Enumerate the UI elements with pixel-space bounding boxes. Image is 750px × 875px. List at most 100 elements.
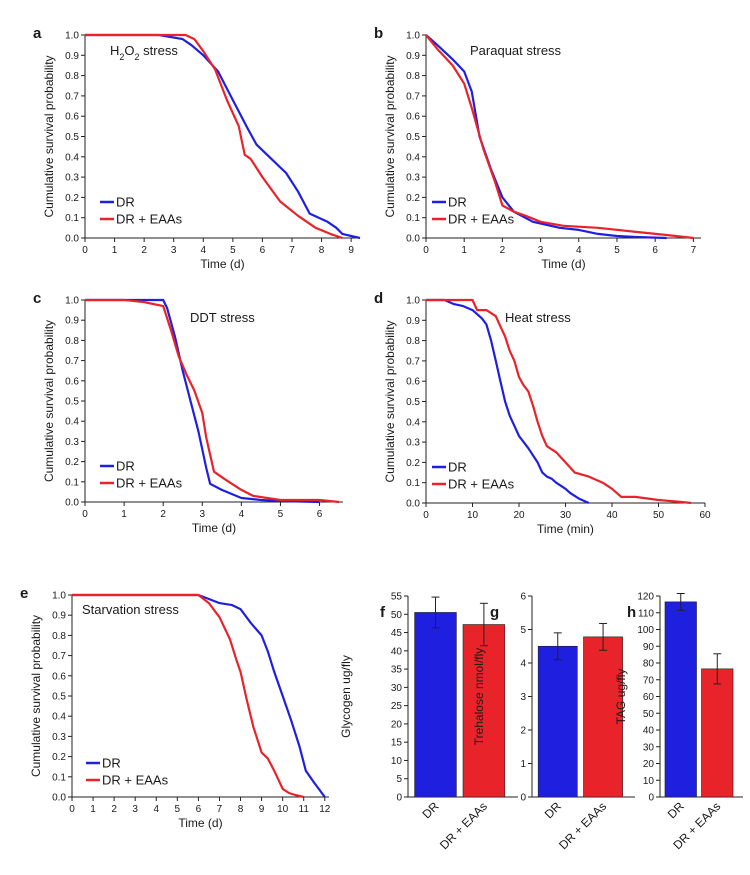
series-line-dr bbox=[85, 298, 320, 504]
x-tick-label: 50 bbox=[653, 510, 665, 521]
x-tick-label: 2 bbox=[500, 245, 506, 256]
category-label: DR + EAAs bbox=[437, 799, 490, 852]
legend-label: DR bbox=[102, 756, 121, 771]
y-tick-label: 0.3 bbox=[65, 173, 79, 184]
y-tick-label: 10 bbox=[643, 776, 655, 787]
x-axis-title: Time (d) bbox=[541, 257, 585, 271]
y-tick-label: 0.8 bbox=[406, 336, 420, 347]
x-axis-title: Time (min) bbox=[537, 522, 594, 536]
y-tick-label: 0.2 bbox=[65, 457, 79, 468]
panel-label: g bbox=[490, 604, 499, 621]
x-axis-title: Time (d) bbox=[192, 521, 236, 535]
x-tick-label: 11 bbox=[299, 804, 310, 815]
bar-dr-eaas bbox=[583, 636, 623, 798]
series-line-dr-eaas bbox=[425, 34, 694, 240]
x-tick-label: 10 bbox=[277, 804, 289, 815]
panel-label: h bbox=[627, 604, 636, 621]
x-tick-label: 3 bbox=[538, 245, 544, 256]
x-tick-label: 6 bbox=[196, 804, 202, 815]
x-tick-label: 40 bbox=[606, 510, 618, 521]
x-tick-label: 8 bbox=[319, 245, 325, 256]
y-tick-label: 0.5 bbox=[65, 397, 79, 408]
series-line-dr-eaas bbox=[85, 33, 343, 240]
y-tick-label: 0.5 bbox=[406, 397, 420, 408]
y-tick-label: 40 bbox=[643, 726, 655, 737]
legend-label: DR bbox=[448, 195, 467, 210]
x-tick-label: 0 bbox=[423, 245, 429, 256]
panel-label: d bbox=[374, 290, 383, 307]
y-axis-title: Trehalose nmol/fly bbox=[472, 648, 486, 746]
y-tick-label: 0.5 bbox=[406, 132, 420, 143]
y-tick-label: 0.8 bbox=[406, 71, 420, 82]
y-tick-label: 5 bbox=[520, 625, 526, 636]
y-tick-label: 0 bbox=[520, 793, 526, 804]
y-tick-label: 0.6 bbox=[406, 377, 420, 388]
y-tick-label: 50 bbox=[391, 610, 403, 621]
y-tick-label: 0.4 bbox=[65, 152, 79, 163]
x-tick-label: 2 bbox=[141, 245, 147, 256]
x-tick-label: 2 bbox=[160, 509, 166, 520]
y-tick-label: 0.7 bbox=[65, 356, 79, 367]
y-tick-label: 0.0 bbox=[52, 793, 66, 804]
y-tick-label: 35 bbox=[391, 665, 403, 676]
y-tick-label: 100 bbox=[637, 625, 654, 636]
y-tick-label: 120 bbox=[637, 592, 654, 603]
survival-chart-d: d 0.0 0.1 0.2 0.3 0.4 0.5 0.6 0.7 0.8 0.9 1.0 0 10 20 3… bbox=[374, 290, 711, 536]
x-tick-label: 4 bbox=[200, 245, 206, 256]
y-tick-label: 1.0 bbox=[65, 296, 79, 307]
y-tick-label: 5 bbox=[396, 774, 402, 785]
x-tick-label: 4 bbox=[576, 245, 582, 256]
y-tick-label: 0.3 bbox=[65, 437, 79, 448]
x-tick-label: 3 bbox=[171, 245, 177, 256]
series-line-dr bbox=[85, 33, 361, 240]
y-tick-label: 45 bbox=[391, 628, 403, 639]
y-tick-label: 55 bbox=[391, 592, 403, 603]
y-tick-label: 60 bbox=[643, 692, 655, 703]
x-tick-label: 1 bbox=[112, 245, 118, 256]
x-tick-label: 6 bbox=[652, 245, 658, 256]
y-axis-title: Cumulative survival probability bbox=[29, 615, 43, 777]
legend-label: DR + EAAs bbox=[448, 212, 515, 227]
y-tick-label: 50 bbox=[643, 709, 655, 720]
x-tick-label: 3 bbox=[199, 509, 205, 520]
x-tick-label: 5 bbox=[175, 804, 181, 815]
survival-chart-e: e0.00.10.20.30.40.50.60.70.80.91.00 1 2 3 4 5… bbox=[20, 585, 331, 830]
y-tick-label: 80 bbox=[643, 659, 655, 670]
x-tick-label: 1 bbox=[121, 509, 127, 520]
x-tick-label: 0 bbox=[423, 510, 429, 521]
y-tick-label: 0.8 bbox=[65, 71, 79, 82]
x-tick-label: 5 bbox=[230, 245, 236, 256]
survival-chart-a: a 0.0 0.1 0.2 0.3 0.4 0.5 0.6 0.7 0.8 0.9 1.0 0 1 2 3 4 5… bbox=[33, 25, 361, 271]
panel-label: a bbox=[33, 25, 42, 42]
panel-label: f bbox=[380, 604, 386, 621]
x-tick-label: 60 bbox=[699, 510, 711, 521]
x-tick-label: 7 bbox=[289, 245, 295, 256]
x-tick-label: 0 bbox=[69, 804, 75, 815]
y-tick-label: 0.4 bbox=[52, 712, 66, 723]
x-tick-label: 5 bbox=[614, 245, 620, 256]
y-tick-label: 4 bbox=[520, 659, 526, 670]
y-tick-label: 0.0 bbox=[65, 498, 79, 509]
y-tick-label: 0.5 bbox=[52, 692, 66, 703]
y-tick-label: 0.7 bbox=[406, 91, 420, 102]
y-tick-label: 3 bbox=[520, 692, 526, 703]
y-axis-title: Cumulative survival probability bbox=[42, 320, 56, 482]
y-tick-label: 30 bbox=[643, 742, 655, 753]
x-tick-label: 2 bbox=[111, 804, 117, 815]
category-label: DR bbox=[419, 799, 441, 821]
panel-label: e bbox=[20, 585, 28, 602]
y-tick-label: 0.1 bbox=[406, 478, 420, 489]
y-tick-label: 0.9 bbox=[406, 316, 420, 327]
bar-dr bbox=[537, 645, 578, 798]
y-tick-label: 0.8 bbox=[65, 336, 79, 347]
series-line-dr-eaas bbox=[426, 298, 692, 505]
y-axis-title: Glycogen ug/fly bbox=[339, 655, 353, 738]
y-tick-label: 0.7 bbox=[406, 356, 420, 367]
x-tick-label: 4 bbox=[239, 509, 245, 520]
x-tick-label: 0 bbox=[82, 509, 88, 520]
chart-annotation: DDT stress bbox=[190, 310, 255, 325]
